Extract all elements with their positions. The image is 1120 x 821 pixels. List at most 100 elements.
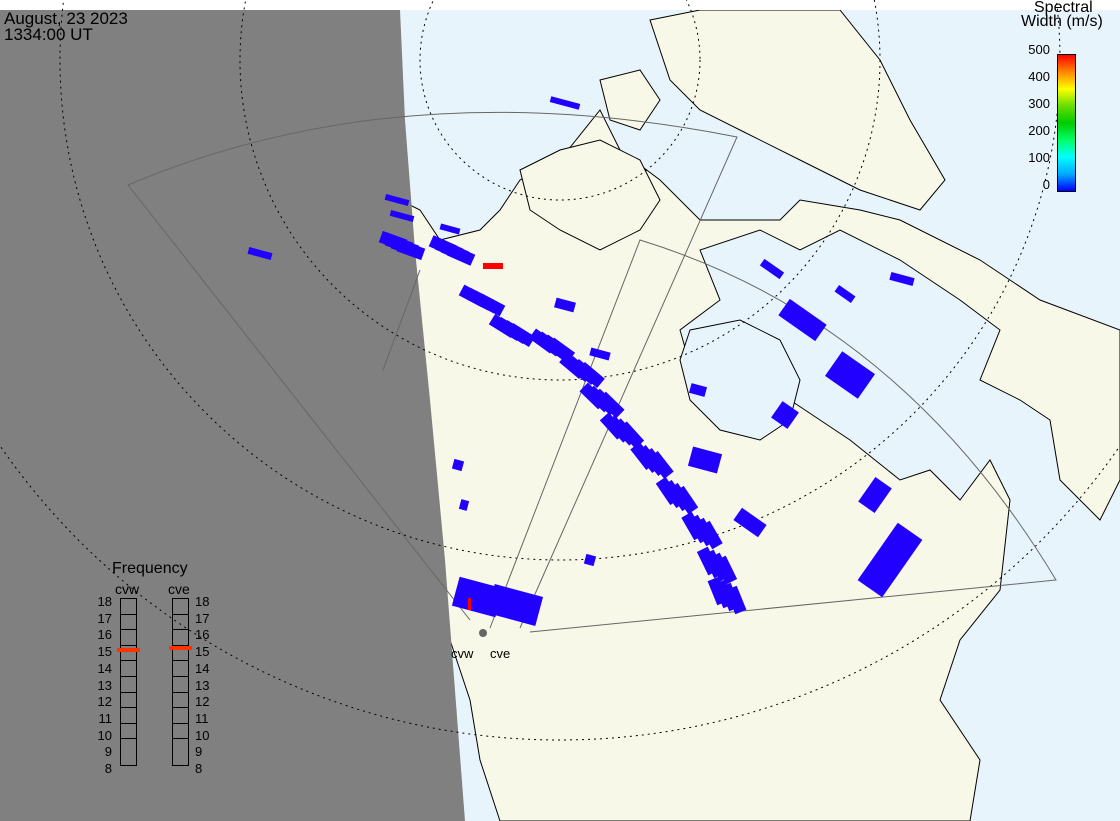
frequency-cell bbox=[173, 646, 188, 662]
cve-fan-outline bbox=[489, 239, 1057, 633]
frequency-tick: 10 bbox=[97, 727, 112, 743]
frequency-cell bbox=[121, 599, 136, 615]
frequency-cell bbox=[173, 615, 188, 631]
frequency-tick: 13 bbox=[195, 677, 210, 693]
frequency-marker-cvw bbox=[117, 647, 140, 652]
frequency-tick: 15 bbox=[97, 644, 112, 660]
frequency-tick: 11 bbox=[195, 710, 209, 726]
scatter-cell bbox=[857, 522, 923, 598]
scatter-cell bbox=[583, 553, 597, 567]
scatter-cell bbox=[699, 520, 723, 550]
frequency-tick: 8 bbox=[195, 761, 203, 776]
frequency-tick: 11 bbox=[98, 710, 113, 726]
scatter-cell bbox=[759, 258, 785, 280]
scatter-cell bbox=[486, 584, 544, 626]
scatter-cell bbox=[247, 247, 273, 260]
frequency-tick: 16 bbox=[97, 627, 112, 643]
scatter-cell bbox=[451, 458, 465, 472]
frequency-tick: 16 bbox=[195, 627, 210, 643]
scatter-cell bbox=[733, 507, 767, 538]
frequency-tick: 12 bbox=[97, 694, 112, 710]
scatter-cell bbox=[617, 421, 645, 449]
freq-radar-label-cvw: cvw bbox=[115, 581, 140, 597]
scatter-cell bbox=[597, 391, 625, 419]
scatter-cell bbox=[554, 297, 576, 313]
frequency-tick: 15 bbox=[195, 644, 210, 660]
frequency-tick: 13 bbox=[97, 677, 112, 693]
colorbar-tick: 100 bbox=[1028, 150, 1050, 165]
scatter-cell bbox=[439, 223, 461, 235]
colorbar-tick: 0 bbox=[1042, 177, 1050, 192]
frequency-cell bbox=[121, 661, 136, 677]
frequency-cell bbox=[121, 693, 136, 709]
scatter-cell bbox=[458, 499, 470, 511]
frequency-cell bbox=[173, 724, 188, 740]
frequency-tick: 14 bbox=[195, 660, 210, 676]
scatter-cell bbox=[577, 362, 605, 388]
top-margin bbox=[0, 0, 1120, 10]
frequency-tick: 17 bbox=[97, 610, 112, 626]
colorbar-title-1: Spectral bbox=[1034, 0, 1093, 16]
frequency-bar-cvw bbox=[120, 598, 137, 766]
site-label-cvw: cvw bbox=[451, 646, 474, 661]
frequency-cell bbox=[121, 724, 136, 740]
site-label-cve: cve bbox=[490, 646, 511, 661]
scatter-cell bbox=[778, 298, 827, 342]
frequency-tick: 10 bbox=[195, 727, 210, 743]
scatter-cell bbox=[476, 293, 506, 317]
arctic-islands bbox=[519, 69, 661, 251]
scatter-cell bbox=[834, 284, 856, 304]
frequency-cell bbox=[173, 677, 188, 693]
scatter-cell bbox=[396, 239, 426, 261]
freq-radar-label-cve: cve bbox=[168, 581, 190, 597]
frequency-cell bbox=[173, 708, 188, 724]
scatter-cell bbox=[825, 351, 875, 399]
scatter-cell bbox=[446, 244, 476, 266]
scatter-cell bbox=[889, 272, 915, 286]
frequency-marker-cve bbox=[169, 646, 192, 651]
scatter-cell bbox=[673, 485, 699, 515]
frequency-cell bbox=[173, 630, 188, 646]
scatter-cell bbox=[589, 347, 611, 361]
night-region bbox=[0, 10, 465, 821]
scatter-cell bbox=[384, 193, 410, 207]
frequency-cell bbox=[121, 630, 136, 646]
scatter-cell bbox=[389, 209, 415, 223]
scatter-cell bbox=[506, 323, 536, 347]
colorbar-gradient bbox=[1057, 54, 1076, 192]
frequency-tick: 14 bbox=[97, 660, 112, 676]
scatter-cell bbox=[483, 263, 503, 269]
scatter-cell bbox=[714, 555, 738, 585]
frequency-title: Frequency bbox=[112, 560, 188, 577]
scatter-cell bbox=[687, 446, 723, 474]
frequency-cell bbox=[121, 615, 136, 631]
colorbar-tick: 300 bbox=[1028, 96, 1050, 111]
frequency-cell bbox=[173, 693, 188, 709]
frequency-tick: 12 bbox=[195, 694, 210, 710]
radar-site-marker bbox=[479, 629, 487, 637]
scatter-cell bbox=[549, 96, 581, 110]
scatter-cell bbox=[688, 383, 708, 397]
frequency-cell bbox=[121, 646, 136, 662]
scatter-cell bbox=[648, 451, 674, 479]
cvw-fan-outline bbox=[127, 111, 738, 629]
radar-fans bbox=[127, 111, 1057, 633]
hudson-bay bbox=[679, 319, 801, 441]
frequency-tick: 17 bbox=[195, 610, 210, 626]
time-label: 1334:00 UT bbox=[4, 25, 93, 44]
frequency-cell bbox=[121, 708, 136, 724]
frequency-bar-cve bbox=[172, 598, 189, 766]
scatter-cell bbox=[468, 598, 471, 610]
frequency-tick: 8 bbox=[104, 761, 112, 776]
frequency-tick: 18 bbox=[97, 594, 112, 609]
frequency-tick: 18 bbox=[195, 594, 210, 609]
colorbar-title-2: Width (m/s) bbox=[1021, 13, 1103, 30]
scatter-cells bbox=[247, 96, 923, 626]
scatter-cell bbox=[771, 401, 799, 429]
colorbar-tick: 200 bbox=[1028, 123, 1050, 138]
frequency-tick: 9 bbox=[195, 744, 203, 760]
frequency-cell bbox=[173, 661, 188, 677]
date-label: August, 23 2023 bbox=[4, 9, 128, 28]
